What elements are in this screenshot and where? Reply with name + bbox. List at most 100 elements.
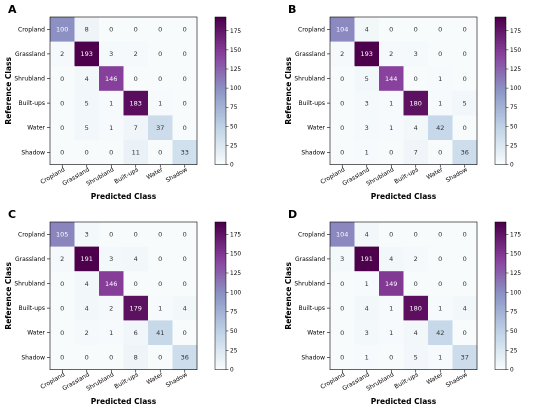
cell-value-label: 0 (438, 255, 442, 263)
colorbar-segment (495, 51, 506, 55)
heatmap-cell (148, 66, 173, 92)
heatmap-cell (74, 345, 100, 370)
colorbar-segment (215, 290, 226, 294)
heatmap-cell (148, 295, 173, 321)
cell-value-label: 0 (60, 304, 64, 312)
colorbar-segment (215, 85, 226, 89)
colorbar-segment (215, 29, 226, 33)
heatmap-cell (403, 66, 429, 92)
colorbar-segment (215, 149, 226, 153)
colorbar-segment (495, 34, 506, 38)
heatmap-cell (428, 320, 453, 346)
heatmap-cell (74, 90, 100, 116)
colorbar-segment (495, 268, 506, 272)
cell-value-label: 146 (105, 280, 117, 288)
colorbar-segment (215, 56, 226, 60)
colorbar-segment (215, 268, 226, 272)
heatmap-cell (428, 140, 453, 165)
colorbar-segment (495, 359, 506, 363)
heatmap-cell (50, 222, 75, 247)
cell-value-label: 104 (336, 231, 348, 239)
colorbar-segment (215, 24, 226, 28)
y-axis-label: Reference Class (284, 261, 293, 329)
heatmap-cell (452, 17, 478, 42)
colorbar-segment (215, 93, 226, 97)
colorbar-segment (215, 83, 226, 87)
cell-value-label: 0 (134, 75, 138, 83)
colorbar-segment (215, 325, 226, 329)
colorbar-segment (495, 127, 506, 131)
heatmap-cell (403, 115, 429, 141)
heatmap-cell (148, 320, 173, 346)
heatmap-cell (172, 320, 198, 346)
cell-value-label: 2 (340, 50, 344, 58)
colorbar-segment (215, 71, 226, 75)
colorbar-segment (215, 112, 226, 116)
panel-label: C (8, 208, 16, 221)
colorbar-segment (215, 251, 226, 255)
cell-value-label: 1 (389, 124, 393, 132)
colorbar-segment (215, 61, 226, 65)
heatmap-cell (74, 271, 100, 297)
heatmap-cell (452, 90, 478, 116)
colorbar-segment (495, 80, 506, 84)
cell-value-label: 6 (134, 329, 138, 337)
cell-value-label: 2 (85, 329, 89, 337)
heatmap-cell (172, 246, 198, 272)
colorbar-segment (215, 261, 226, 265)
heatmap-cell (379, 140, 404, 165)
cell-value-label: 1 (438, 354, 442, 362)
colorbar-segment (215, 78, 226, 82)
colorbar-segment (215, 271, 226, 275)
colorbar-segment (215, 226, 226, 230)
heatmap-cell (50, 246, 75, 272)
colorbar-segment (215, 58, 226, 62)
cell-value-label: 0 (158, 26, 162, 34)
cell-value-label: 1 (365, 280, 369, 288)
heatmap-cell (148, 115, 173, 141)
colorbar-segment (495, 76, 506, 79)
colorbar-segment (215, 357, 226, 361)
cell-value-label: 4 (414, 124, 418, 132)
colorbar-segment (495, 159, 506, 163)
heatmap-cell (379, 41, 404, 67)
colorbar-segment (495, 53, 506, 57)
colorbar-segment (215, 147, 226, 151)
cell-value-label: 3 (85, 231, 89, 239)
heatmap-cell (452, 246, 478, 272)
colorbar-tick-label: 125 (230, 67, 241, 73)
y-tick-label: Shrubland (14, 76, 45, 83)
heatmap-cell (354, 140, 380, 165)
colorbar-segment (215, 68, 226, 72)
cell-value-label: 100 (56, 26, 68, 34)
colorbar-tick-label: 25 (230, 348, 238, 354)
colorbar-segment (495, 276, 506, 280)
heatmap-cell (354, 41, 380, 67)
heatmap-cell (452, 345, 478, 370)
cell-value-label: 0 (60, 75, 64, 83)
heatmap-cell (452, 140, 478, 165)
heatmap-cell (354, 90, 380, 116)
cell-value-label: 5 (414, 354, 418, 362)
cell-value-label: 180 (410, 304, 422, 312)
colorbar-tick-label: 150 (510, 252, 521, 258)
cell-value-label: 0 (183, 75, 187, 83)
y-tick-label: Shadow (301, 354, 325, 361)
plot-frame (329, 221, 478, 370)
colorbar-segment (495, 258, 506, 262)
cell-value-label: 144 (385, 75, 397, 83)
cell-value-label: 7 (134, 124, 138, 132)
heatmap-cell (330, 246, 355, 272)
colorbar-segment (215, 335, 226, 339)
y-tick-label: Built-ups (298, 305, 325, 312)
heatmap-cell (379, 271, 404, 297)
heatmap-cell (99, 115, 124, 141)
heatmap-cell (123, 41, 149, 67)
cell-value-label: 0 (183, 124, 187, 132)
colorbar-segment (495, 332, 506, 336)
heatmap-cell (99, 320, 124, 346)
y-tick-label: Water (307, 330, 325, 337)
colorbar-segment (495, 48, 506, 52)
heatmap-cell (148, 246, 173, 272)
heatmap-cell (452, 222, 478, 247)
